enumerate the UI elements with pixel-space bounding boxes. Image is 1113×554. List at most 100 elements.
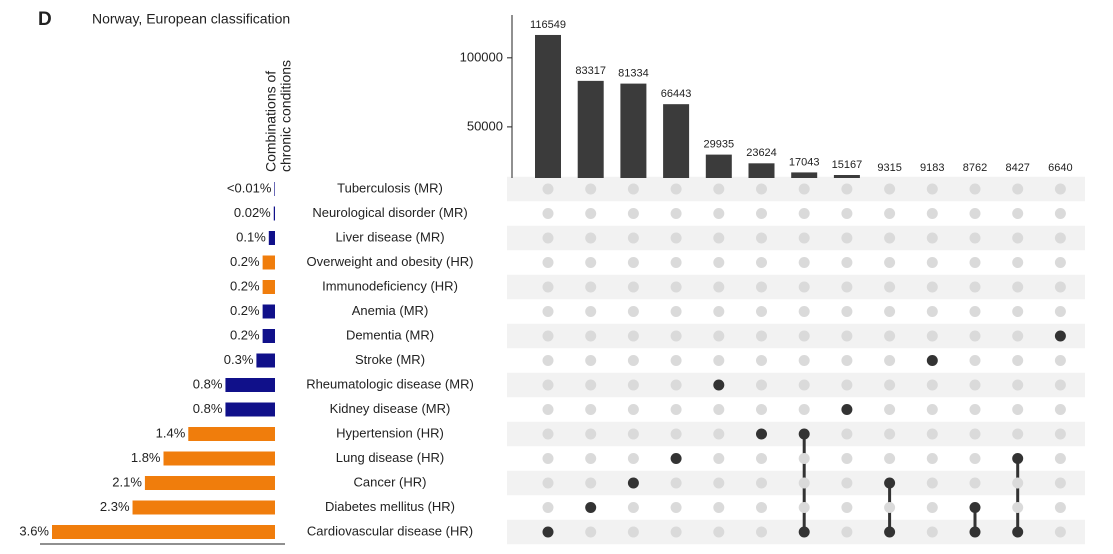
matrix-dot [670,257,682,268]
value-label: 8427 [1005,162,1029,174]
set-value-label: 0.2% [230,254,260,269]
matrix-dot [713,526,725,538]
value-label: 6640 [1048,162,1072,174]
bar [663,104,690,178]
set-name: Tuberculosis (MR) [337,180,443,195]
matrix-dot [798,502,810,513]
matrix-dot [884,477,896,489]
matrix-dot [713,330,725,342]
value-label: 9315 [877,162,901,174]
set-name: Kidney disease (MR) [330,401,451,416]
matrix-dot [798,355,810,366]
matrix-dot [1054,330,1066,342]
matrix-dot [1054,526,1066,538]
value-label: 116549 [530,19,566,31]
matrix-dot [627,281,639,293]
matrix-dot [585,330,597,342]
matrix-dot [798,526,810,538]
value-label: 29935 [704,139,735,151]
matrix-dot [841,428,853,440]
set-bar [225,402,275,417]
matrix-dot [798,257,810,268]
set-bar [144,476,275,490]
matrix-dot [1054,208,1066,219]
matrix-dot [926,526,938,538]
matrix-dot [969,355,981,366]
matrix-dot [1012,502,1024,513]
set-bar [132,500,275,515]
set-value-label: 0.2% [230,327,260,342]
matrix-dot [542,502,554,513]
matrix-dot [713,502,725,513]
matrix-dot [585,526,597,538]
matrix-dot [542,257,554,268]
matrix-dot [1054,453,1066,464]
set-name: Diabetes mellitus (HR) [325,499,455,514]
chart-title: Norway, European classification [92,11,290,27]
matrix-dot [884,306,896,317]
matrix-dot [1012,477,1024,489]
matrix-dot [542,404,554,415]
matrix-dot [926,404,938,415]
matrix-dot [841,183,853,195]
matrix-dot [627,306,639,317]
matrix-dot [670,355,682,366]
matrix-dot [585,355,597,366]
matrix-dot [756,355,767,366]
matrix-dot [884,502,896,513]
matrix-dot [713,208,725,219]
matrix-dot [841,330,853,342]
matrix-dot [1054,477,1066,489]
matrix-dot [713,281,725,293]
set-bar [256,353,275,368]
matrix-dot [841,306,853,317]
matrix-dot [713,379,725,391]
matrix-dot [969,208,981,219]
matrix-dot [670,428,682,440]
matrix-dot [798,183,810,195]
set-value-label: 0.1% [236,229,266,244]
matrix-dot [542,453,554,464]
matrix-dot [585,379,597,391]
matrix-dot [585,257,597,268]
matrix-dot [670,379,682,391]
matrix-dot [627,502,639,513]
set-bar [163,451,275,466]
matrix-dot [841,355,853,366]
matrix-dot [969,306,981,317]
matrix-dot [841,281,853,293]
matrix-dot [1054,502,1066,513]
matrix-dot [756,404,767,415]
set-bar [52,525,275,539]
matrix-dot [627,183,639,195]
matrix-dot [1054,404,1066,415]
matrix-dot [926,281,938,293]
matrix-dot [1054,428,1066,440]
matrix-dot [1012,379,1024,391]
matrix-dot [884,404,896,415]
set-value-label: <0.01% [227,180,272,195]
matrix-dot [969,379,981,391]
set-name: Stroke (MR) [355,352,425,367]
row-stripe [507,421,1085,447]
set-bar [274,182,275,196]
matrix-dot [670,502,682,513]
matrix-dot [798,208,810,219]
matrix-dot [627,257,639,268]
matrix-dot [542,355,554,366]
set-name: Cancer (HR) [354,474,427,489]
matrix-dot [585,428,597,440]
matrix-dot [884,379,896,391]
matrix-dot [756,477,767,489]
set-name: Rheumatologic disease (MR) [306,376,474,391]
matrix-dot [884,257,896,268]
matrix-dot [542,208,554,219]
matrix-dot [627,453,639,464]
matrix-dot [926,477,938,489]
matrix-dot [756,306,767,317]
value-label: 9183 [920,162,944,174]
matrix-dot [798,379,810,391]
matrix-dot [670,208,682,219]
matrix-dot [969,232,981,244]
matrix-dot [585,453,597,464]
